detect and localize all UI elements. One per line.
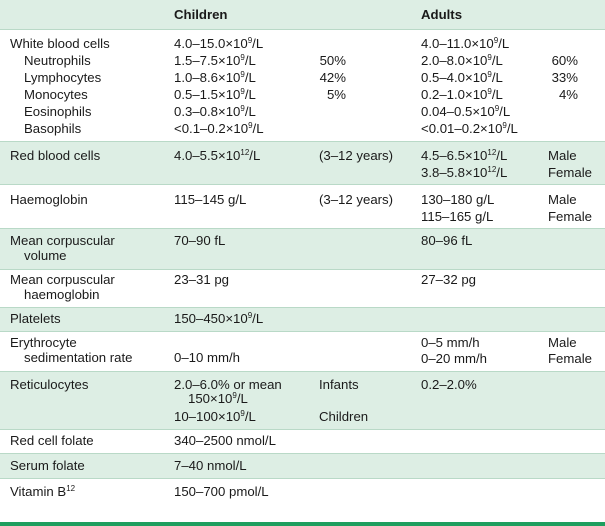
table-row-platelets: Platelets 150–450×109/L xyxy=(0,308,605,332)
hb-children-note: (3–12 years) xyxy=(319,192,394,207)
sub-children: 1.0–8.6×109/L xyxy=(174,70,256,85)
row-label: Mean corpuscular xyxy=(10,272,115,287)
mch-adults: 27–32 pg xyxy=(421,272,477,287)
sub-adults: <0.01–0.2×109/L xyxy=(421,121,518,136)
row-label: Vitamin B12 xyxy=(10,484,76,499)
esr-adults-female: 0–20 mm/h xyxy=(421,351,487,366)
row-label-cont: volume xyxy=(24,248,67,263)
rbc-children-note: (3–12 years) xyxy=(319,148,394,163)
mcv-adults: 80–96 fL xyxy=(421,233,473,248)
sub-label: Lymphocytes xyxy=(24,70,102,85)
folate-s-children: 7–40 nmol/L xyxy=(174,458,247,473)
sub-children: 0.5–1.5×109/L xyxy=(174,87,256,102)
retic-infants: Infants xyxy=(319,377,359,392)
sub-children: <0.1–0.2×109/L xyxy=(174,121,264,136)
row-label: Red cell folate xyxy=(10,433,94,448)
sub-label: Monocytes xyxy=(24,87,88,102)
mcv-children: 70–90 fL xyxy=(174,233,226,248)
sub-children-pct: 50% xyxy=(319,53,346,68)
table-row-vitamin-b12: Vitamin B12 150–700 pmol/L xyxy=(0,479,605,522)
header-adults: Adults xyxy=(421,7,463,22)
rbc-adults-female: 3.8–5.8×1012/L xyxy=(421,165,508,180)
esr-female: Female xyxy=(548,351,592,366)
esr-male: Male xyxy=(548,335,577,350)
hb-female: Female xyxy=(548,209,592,224)
row-label: White blood cells xyxy=(10,36,110,51)
sub-children: 1.5–7.5×109/L xyxy=(174,53,256,68)
sub-adults: 0.2–1.0×109/L xyxy=(421,87,503,102)
esr-adults-male: 0–5 mm/h xyxy=(421,335,480,350)
hb-children: 115–145 g/L xyxy=(174,192,247,207)
plt-children: 150–450×109/L xyxy=(174,311,264,326)
row-label: Serum folate xyxy=(10,458,85,473)
sub-adults: 2.0–8.0×109/L xyxy=(421,53,503,68)
mch-children: 23–31 pg xyxy=(174,272,230,287)
retic-children-3: 10–100×109/L xyxy=(174,409,256,424)
hb-adults-male: 130–180 g/L xyxy=(421,192,495,207)
row-label: Platelets xyxy=(10,311,61,326)
sub-label: Neutrophils xyxy=(24,53,91,68)
sub-adults: 0.04–0.5×109/L xyxy=(421,104,511,119)
wbc-adults: 4.0–11.0×109/L xyxy=(421,36,510,51)
sub-adults-pct: 33% xyxy=(551,70,578,85)
table-row-red-cell-folate: Red cell folate 340–2500 nmol/L xyxy=(0,430,605,454)
row-label: Mean corpuscular xyxy=(10,233,115,248)
rbc-male: Male xyxy=(548,148,577,163)
retic-adults: 0.2–2.0% xyxy=(421,377,477,392)
row-label-cont: haemoglobin xyxy=(24,287,100,302)
sub-label: Eosinophils xyxy=(24,104,92,119)
table-row-serum-folate: Serum folate 7–40 nmol/L xyxy=(0,454,605,479)
wbc-children: 4.0–15.0×109/L xyxy=(174,36,264,51)
retic-children-note: Children xyxy=(319,409,369,424)
folate-rc-children: 340–2500 nmol/L xyxy=(174,433,276,448)
row-label: Red blood cells xyxy=(10,148,101,163)
rbc-children: 4.0–5.5×1012/L xyxy=(174,148,261,163)
retic-children-2: 150×109/L xyxy=(188,391,248,406)
sub-children-pct: 5% xyxy=(326,87,346,102)
row-label: Haemoglobin xyxy=(10,192,88,207)
table-row-rbc: Red blood cells 4.0–5.5×1012/L (3–12 yea… xyxy=(0,142,605,185)
sub-label: Basophils xyxy=(24,121,82,136)
row-label-cont: sedimentation rate xyxy=(24,350,133,365)
esr-children: 0–10 mm/h xyxy=(174,350,240,365)
rbc-female: Female xyxy=(548,165,592,180)
rbc-adults-male: 4.5–6.5×1012/L xyxy=(421,148,508,163)
table-row-mch: Mean corpuscular haemoglobin 23–31 pg 27… xyxy=(0,270,605,308)
sub-adults-pct: 60% xyxy=(551,53,578,68)
sub-adults-pct: 4% xyxy=(558,87,578,102)
table-row-mcv: Mean corpuscular volume 70–90 fL 80–96 f… xyxy=(0,229,605,270)
table-header: Children Adults xyxy=(0,0,605,30)
sub-children: 0.3–0.8×109/L xyxy=(174,104,256,119)
sub-children-pct: 42% xyxy=(319,70,346,85)
table-row-esr: Erythrocyte sedimentation rate 0–10 mm/h… xyxy=(0,332,605,372)
row-label: Erythrocyte xyxy=(10,335,77,350)
retic-children-1: 2.0–6.0% or mean xyxy=(174,377,282,392)
hb-adults-female: 115–165 g/L xyxy=(421,209,494,224)
sub-adults: 0.5–4.0×109/L xyxy=(421,70,503,85)
header-children: Children xyxy=(174,7,228,22)
row-label: Reticulocytes xyxy=(10,377,89,392)
b12-children: 150–700 pmol/L xyxy=(174,484,269,499)
bottom-rule xyxy=(0,522,605,526)
table-row-reticulocytes: Reticulocytes 2.0–6.0% or mean 150×109/L… xyxy=(0,372,605,430)
table-row-wbc: White blood cells 4.0–15.0×109/L 4.0–11.… xyxy=(0,30,605,142)
table-row-haemoglobin: Haemoglobin 115–145 g/L (3–12 years) 130… xyxy=(0,185,605,229)
hb-male: Male xyxy=(548,192,577,207)
